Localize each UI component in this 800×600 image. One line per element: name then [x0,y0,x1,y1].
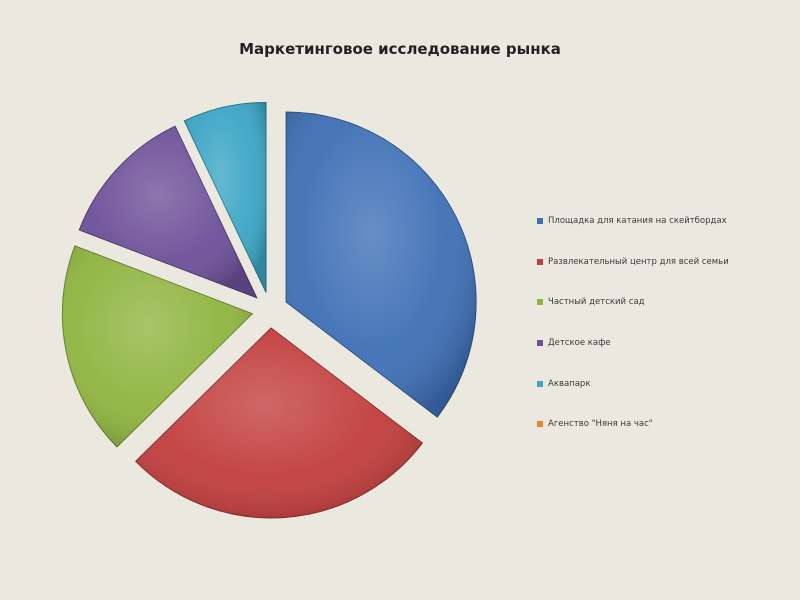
chart-legend: Площадка для катания на скейтбордах Развл… [537,201,797,445]
legend-item: Развлекательный центр для всей семьи [537,242,797,283]
legend-swatch [537,218,543,225]
legend-label: Частный детский сад [548,297,645,308]
legend-swatch [537,421,543,428]
legend-label: Развлекательный центр для всей семьи [548,256,729,267]
legend-item: Частный детский сад [537,282,797,323]
legend-swatch [537,299,543,306]
legend-item: Площадка для катания на скейтбордах [537,201,797,242]
pie-slice-sheen [286,112,477,418]
legend-label: Аквапарк [548,378,591,389]
legend-swatch [537,380,543,387]
chart-title: Маркетинговое исследование рынка [239,40,561,58]
legend-label: Детское кафе [548,338,611,349]
legend-item: Аквапарк [537,363,797,404]
legend-item: Детское кафе [537,323,797,364]
legend-label: Площадка для катания на скейтбордах [548,216,727,227]
legend-item: Агенство "Няня на час" [537,404,797,445]
legend-swatch [537,258,543,265]
pie-slice-sheen [79,126,257,298]
legend-label: Агенство "Няня на час" [548,419,653,430]
pie-slice-sheen [135,327,423,518]
legend-swatch [537,340,543,347]
pie-slice-sheen [184,102,267,293]
pie-slice-sheen [62,245,253,447]
